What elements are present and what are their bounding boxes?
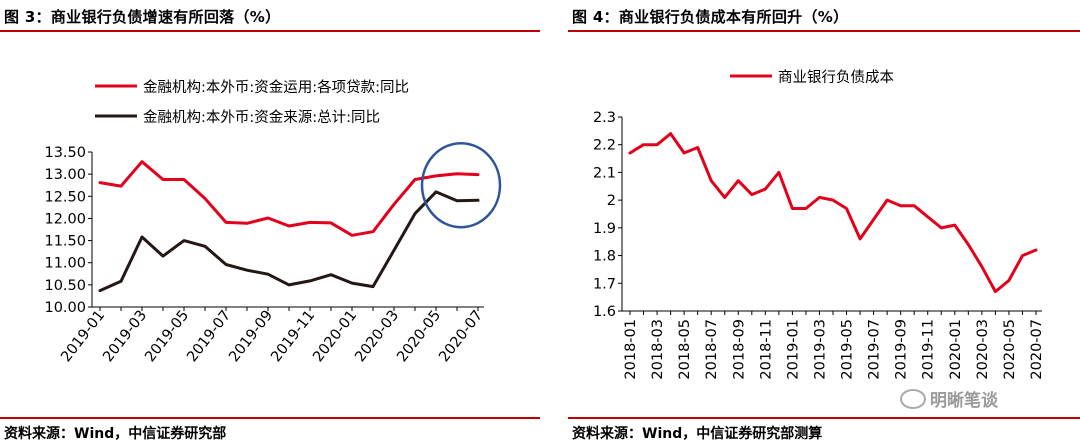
figure-3-chart: 10.00 10.50 11.00 11.50 12.00 12.50 13.00 13.50… <box>44 79 502 366</box>
legend-label-1: 商业银行负债成本 <box>778 69 894 86</box>
y-tick-label: 1.6 <box>593 304 616 320</box>
y-tick-label: 11.50 <box>44 234 86 250</box>
x-tick-label: 2018-11 <box>758 319 774 380</box>
title-rule <box>568 30 1080 32</box>
x-tick-label: 2019-11 <box>921 319 937 380</box>
highlight-ellipse <box>420 141 502 229</box>
legend-label-1: 金融机构:本外币:资金运用:各项贷款:同比 <box>143 79 409 96</box>
series-line-2 <box>98 190 480 293</box>
y-tick-label: 1.7 <box>593 276 616 292</box>
y-tick-label: 11.00 <box>44 256 86 272</box>
y-tick-label: 12.50 <box>44 189 86 205</box>
x-tick-label: 2018-01 <box>623 319 639 380</box>
source-rule <box>568 417 1080 419</box>
x-tick-label: 2020-01 <box>948 319 964 380</box>
watermark: 明晰笔谈 <box>900 386 998 411</box>
figure-3-panel: 图 3：商业银行负债增速有所回落（%） 10.00 10.50 11.00 11.50… <box>0 8 540 442</box>
y-tick-label: 1.9 <box>593 221 616 237</box>
figure-4-chart: 1.6 1.7 1.8 1.9 2 2.1 2.2 2.3 2018-01 2018-03 2018… <box>593 69 1045 380</box>
x-tick-label: 2020-05 <box>1002 319 1018 380</box>
source-rule <box>0 417 540 419</box>
x-tick-label: 2019-05 <box>840 319 856 380</box>
x-tick-label: 2018-07 <box>704 319 720 380</box>
title-rule <box>0 30 540 32</box>
y-tick-label: 2.3 <box>593 110 616 126</box>
y-tick-label: 10.50 <box>44 278 86 294</box>
x-tick-label: 2018-09 <box>731 319 747 380</box>
y-tick-label: 12.00 <box>44 211 86 227</box>
y-tick-label: 2 <box>607 193 616 209</box>
x-tick-label: 2019-07 <box>867 319 883 380</box>
y-tick-label: 13.50 <box>44 145 86 161</box>
series-line-1 <box>628 132 1038 294</box>
y-tick-label: 2.1 <box>593 165 616 181</box>
x-tick-label: 2020-07 <box>1029 319 1045 380</box>
wechat-icon <box>900 389 926 409</box>
figure-4-source: 资料来源：Wind，中信证券研究部测算 <box>572 426 823 442</box>
watermark-text: 明晰笔谈 <box>930 391 998 411</box>
figure-4-panel: 图 4：商业银行负债成本有所回升（%） 1.6 1.7 1.8 1.9 2 2.1 2.2 2… <box>568 0 1080 446</box>
x-tick-label: 2020-07 <box>436 308 486 366</box>
y-tick-label: 1.8 <box>593 249 616 265</box>
y-tick-label: 2.2 <box>593 138 616 154</box>
x-tick-label: 2018-03 <box>650 319 666 380</box>
y-tick-label: 10.00 <box>44 300 86 316</box>
legend-label-2: 金融机构:本外币:资金来源:总计:同比 <box>143 109 380 126</box>
x-tick-label: 2020-03 <box>975 319 991 380</box>
x-tick-label: 2019-01 <box>785 319 801 380</box>
figure-4-title: 图 4：商业银行负债成本有所回升（%） <box>572 8 849 26</box>
y-tick-label: 13.00 <box>44 167 86 183</box>
series-line-1 <box>98 160 480 237</box>
figure-3-title: 图 3：商业银行负债增速有所回落（%） <box>4 8 281 26</box>
x-tick-label: 2019-03 <box>812 319 828 380</box>
x-tick-label: 2019-09 <box>894 319 910 380</box>
figure-3-source: 资料来源：Wind，中信证券研究部 <box>4 426 227 442</box>
x-tick-label: 2018-05 <box>677 319 693 380</box>
